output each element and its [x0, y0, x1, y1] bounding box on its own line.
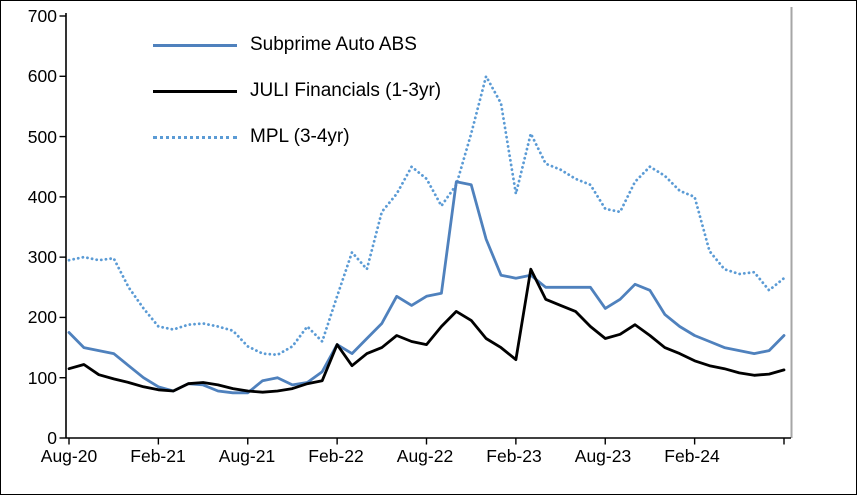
x-axis-label: Aug-20: [40, 446, 98, 466]
y-axis-label: 700: [27, 6, 57, 26]
legend-label: MPL (3-4yr): [250, 126, 350, 147]
y-axis-label: 0: [47, 428, 57, 448]
legend-line-sample-solid-blue: [153, 43, 237, 47]
y-axis-label: 400: [27, 187, 57, 207]
series-line-mpl: [67, 74, 786, 357]
legend-label: JULI Financials (1-3yr): [250, 80, 442, 101]
y-axis-label: 100: [27, 368, 57, 388]
y-axis-label: 500: [27, 127, 57, 147]
x-axis-label: Feb-22: [308, 446, 364, 466]
legend-line-sample-dotted-blue: [153, 135, 237, 139]
legend-item-subprime-auto-abs: Subprime Auto ABS: [153, 30, 441, 60]
legend-item-mpl: MPL (3-4yr): [153, 122, 441, 152]
y-axis-label: 200: [27, 307, 57, 327]
legend-label: Subprime Auto ABS: [250, 34, 417, 55]
series-line-juli-financials: [67, 267, 786, 394]
series-line-subprime-auto-abs: [67, 180, 786, 395]
x-axis-label: Feb-23: [486, 446, 542, 466]
x-axis-label: Feb-21: [130, 446, 186, 466]
x-axis-label: Aug-21: [218, 446, 276, 466]
legend-item-juli-financials: JULI Financials (1-3yr): [153, 76, 441, 106]
x-axis-label: Aug-22: [396, 446, 454, 466]
x-axis-label: Aug-23: [574, 446, 632, 466]
y-axis-label: 300: [27, 247, 57, 267]
x-axis-label: Feb-24: [664, 446, 720, 466]
chart-legend: Subprime Auto ABS JULI Financials (1-3yr…: [153, 30, 441, 152]
legend-line-sample-solid-black: [153, 89, 237, 93]
y-axis-label: 600: [27, 66, 57, 86]
